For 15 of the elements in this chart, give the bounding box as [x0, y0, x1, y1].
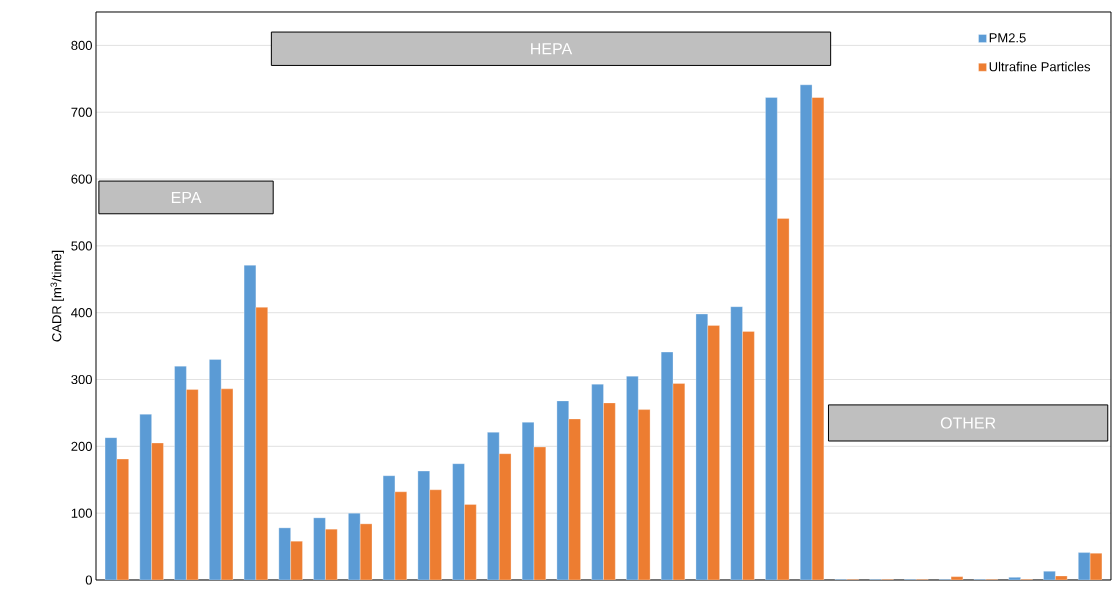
y-tick-label: 400: [71, 308, 92, 318]
legend-label: PM2.5: [989, 33, 1026, 43]
y-tick-label: 200: [71, 441, 92, 451]
y-tick-label: 500: [71, 241, 92, 251]
y-tick-label: 700: [71, 107, 92, 117]
annotation: EPA: [171, 191, 202, 203]
annotation: OTHER: [940, 417, 996, 429]
legend-label: Ultrafine Particles: [989, 61, 1091, 72]
y-tick-label: 100: [71, 508, 92, 518]
y-tick-label: 600: [71, 174, 92, 184]
y-axis-title: CADR [m$^{3}$/time]: [50, 250, 64, 342]
y-tick-label: 800: [71, 40, 92, 51]
annotation: HEPA: [531, 43, 573, 55]
y-tick-label: 300: [71, 374, 92, 385]
y-tick-label: 0: [85, 575, 92, 585]
